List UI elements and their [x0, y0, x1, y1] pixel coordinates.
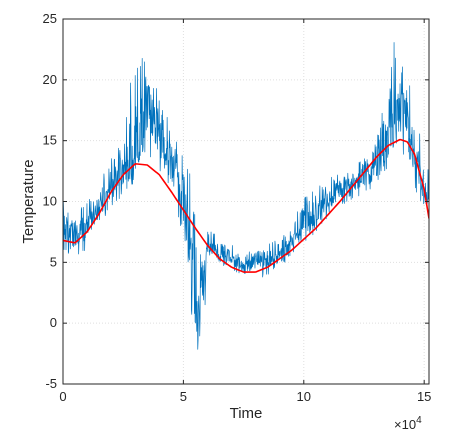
x-exponent-base: ×10 — [394, 417, 416, 432]
x-tick-label: 10 — [297, 389, 311, 404]
series-temperature-raw — [63, 42, 429, 350]
y-tick-label: 25 — [43, 11, 57, 26]
y-tick-label: -5 — [45, 376, 57, 391]
y-tick-label: 0 — [50, 315, 57, 330]
x-exponent-power: 4 — [416, 415, 422, 426]
y-tick-label: 10 — [43, 194, 57, 209]
x-tick-label: 15 — [417, 389, 431, 404]
x-tick-label: 5 — [180, 389, 187, 404]
x-tick-label: 0 — [59, 389, 66, 404]
y-tick-label: 5 — [50, 254, 57, 269]
x-axis-exponent: ×104 — [394, 415, 422, 432]
tick-marks — [62, 18, 429, 385]
series-temperature-fit — [63, 138, 429, 273]
y-tick-label: 15 — [43, 133, 57, 148]
x-axis-label: Time — [230, 405, 263, 422]
series-layer — [63, 42, 429, 350]
y-axis-label: Temperature — [20, 159, 37, 243]
y-tick-label: 20 — [43, 72, 57, 87]
